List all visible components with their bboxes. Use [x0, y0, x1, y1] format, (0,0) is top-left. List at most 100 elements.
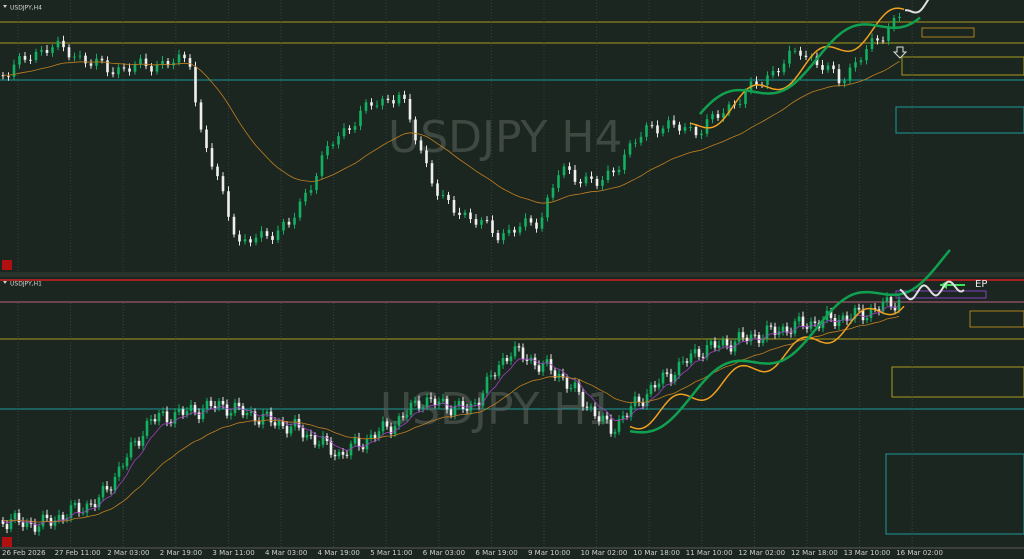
candle-body	[57, 514, 61, 521]
candle-body	[677, 361, 681, 375]
candle-body	[253, 411, 257, 422]
candle-body	[73, 56, 76, 58]
candle-body	[106, 60, 109, 73]
candle-body	[480, 220, 483, 225]
candle-body	[320, 155, 324, 176]
candle-body	[17, 513, 21, 523]
candle-body	[161, 411, 165, 414]
candle-body	[541, 363, 545, 372]
candle-body	[133, 440, 137, 443]
candle-body	[441, 194, 445, 196]
pane-marker	[2, 260, 12, 270]
candle-body	[45, 50, 49, 53]
candle-body	[551, 187, 555, 198]
candle-body	[661, 372, 665, 384]
candle-body	[535, 222, 538, 229]
zone-box	[895, 106, 1024, 134]
candle-body	[5, 523, 9, 530]
candle-body	[375, 105, 379, 107]
candle-body	[260, 231, 263, 238]
candle-body	[821, 65, 824, 70]
candle-body	[65, 518, 69, 520]
pane-menu-icon[interactable]	[3, 281, 7, 284]
candle-body	[766, 75, 769, 85]
pane-marker	[2, 537, 12, 547]
candle-body	[689, 353, 693, 363]
candle-body	[452, 200, 456, 213]
candle-body	[113, 476, 117, 491]
candle-body	[595, 178, 599, 186]
zigzag-line	[629, 305, 905, 430]
candle-body	[93, 504, 97, 508]
candle-body	[865, 317, 869, 321]
candle-body	[232, 216, 236, 235]
candle-body	[77, 502, 81, 513]
candle-body	[892, 17, 896, 29]
candle-body	[33, 523, 37, 532]
pane-menu-icon[interactable]	[3, 5, 7, 8]
candle-body	[341, 451, 345, 455]
candle-body	[753, 334, 757, 336]
candle-body	[125, 457, 129, 467]
candle-body	[193, 404, 197, 413]
candle-body	[689, 127, 692, 129]
candle-body	[408, 98, 412, 120]
candle-body	[645, 394, 649, 406]
candle-body	[62, 40, 65, 48]
candle-body	[628, 143, 632, 155]
candle-body	[859, 60, 863, 63]
candle-body	[561, 373, 565, 378]
candle-body	[469, 212, 472, 220]
candle-body	[705, 345, 709, 358]
candle-body	[633, 396, 637, 407]
candle-body	[409, 402, 413, 415]
candle-body	[321, 436, 325, 445]
candle-body	[709, 341, 713, 346]
moving-average	[2, 305, 900, 526]
candle-body	[785, 326, 789, 333]
candle-body	[453, 405, 457, 416]
candle-body	[21, 522, 25, 527]
candle-body	[377, 431, 381, 439]
candle-body	[722, 113, 725, 118]
candle-body	[669, 373, 673, 382]
candle-body	[229, 413, 233, 416]
candle-body	[653, 384, 657, 388]
plot-layer: 26 Feb 2026 27 Feb 11:00 2 Mar 03:00 2 Mar …	[1, 0, 965, 557]
candle-body	[166, 61, 170, 66]
candle-body	[857, 307, 861, 310]
candle-body	[577, 382, 581, 392]
candle-body	[870, 38, 874, 49]
candle-body	[1, 520, 5, 524]
candle-body	[245, 412, 249, 416]
projection-line	[899, 280, 965, 301]
candle-body	[765, 325, 769, 339]
candle-body	[477, 402, 481, 406]
candle-body	[829, 310, 833, 318]
candle-body	[873, 308, 877, 310]
candle-body	[421, 407, 425, 409]
candle-body	[597, 416, 601, 422]
moving-average	[2, 61, 900, 204]
candle-body	[241, 406, 245, 416]
candle-body	[463, 212, 467, 216]
candle-body	[165, 411, 169, 423]
candle-body	[199, 102, 203, 130]
candle-body	[513, 346, 517, 357]
candle-body	[177, 54, 181, 63]
candle-body	[417, 400, 421, 409]
time-label: 5 Mar 11:00	[370, 549, 412, 557]
candle-body	[216, 166, 219, 177]
candle-body	[61, 514, 65, 520]
candle-body	[221, 401, 225, 405]
candle-body	[172, 62, 175, 66]
candle-body	[893, 306, 897, 311]
candle-body	[381, 421, 385, 432]
candle-body	[465, 409, 469, 411]
candle-body	[545, 359, 549, 364]
candle-body	[101, 486, 105, 498]
candle-body	[227, 191, 230, 217]
candle-body	[353, 437, 357, 444]
candle-body	[13, 513, 17, 520]
candle-body	[613, 431, 617, 434]
